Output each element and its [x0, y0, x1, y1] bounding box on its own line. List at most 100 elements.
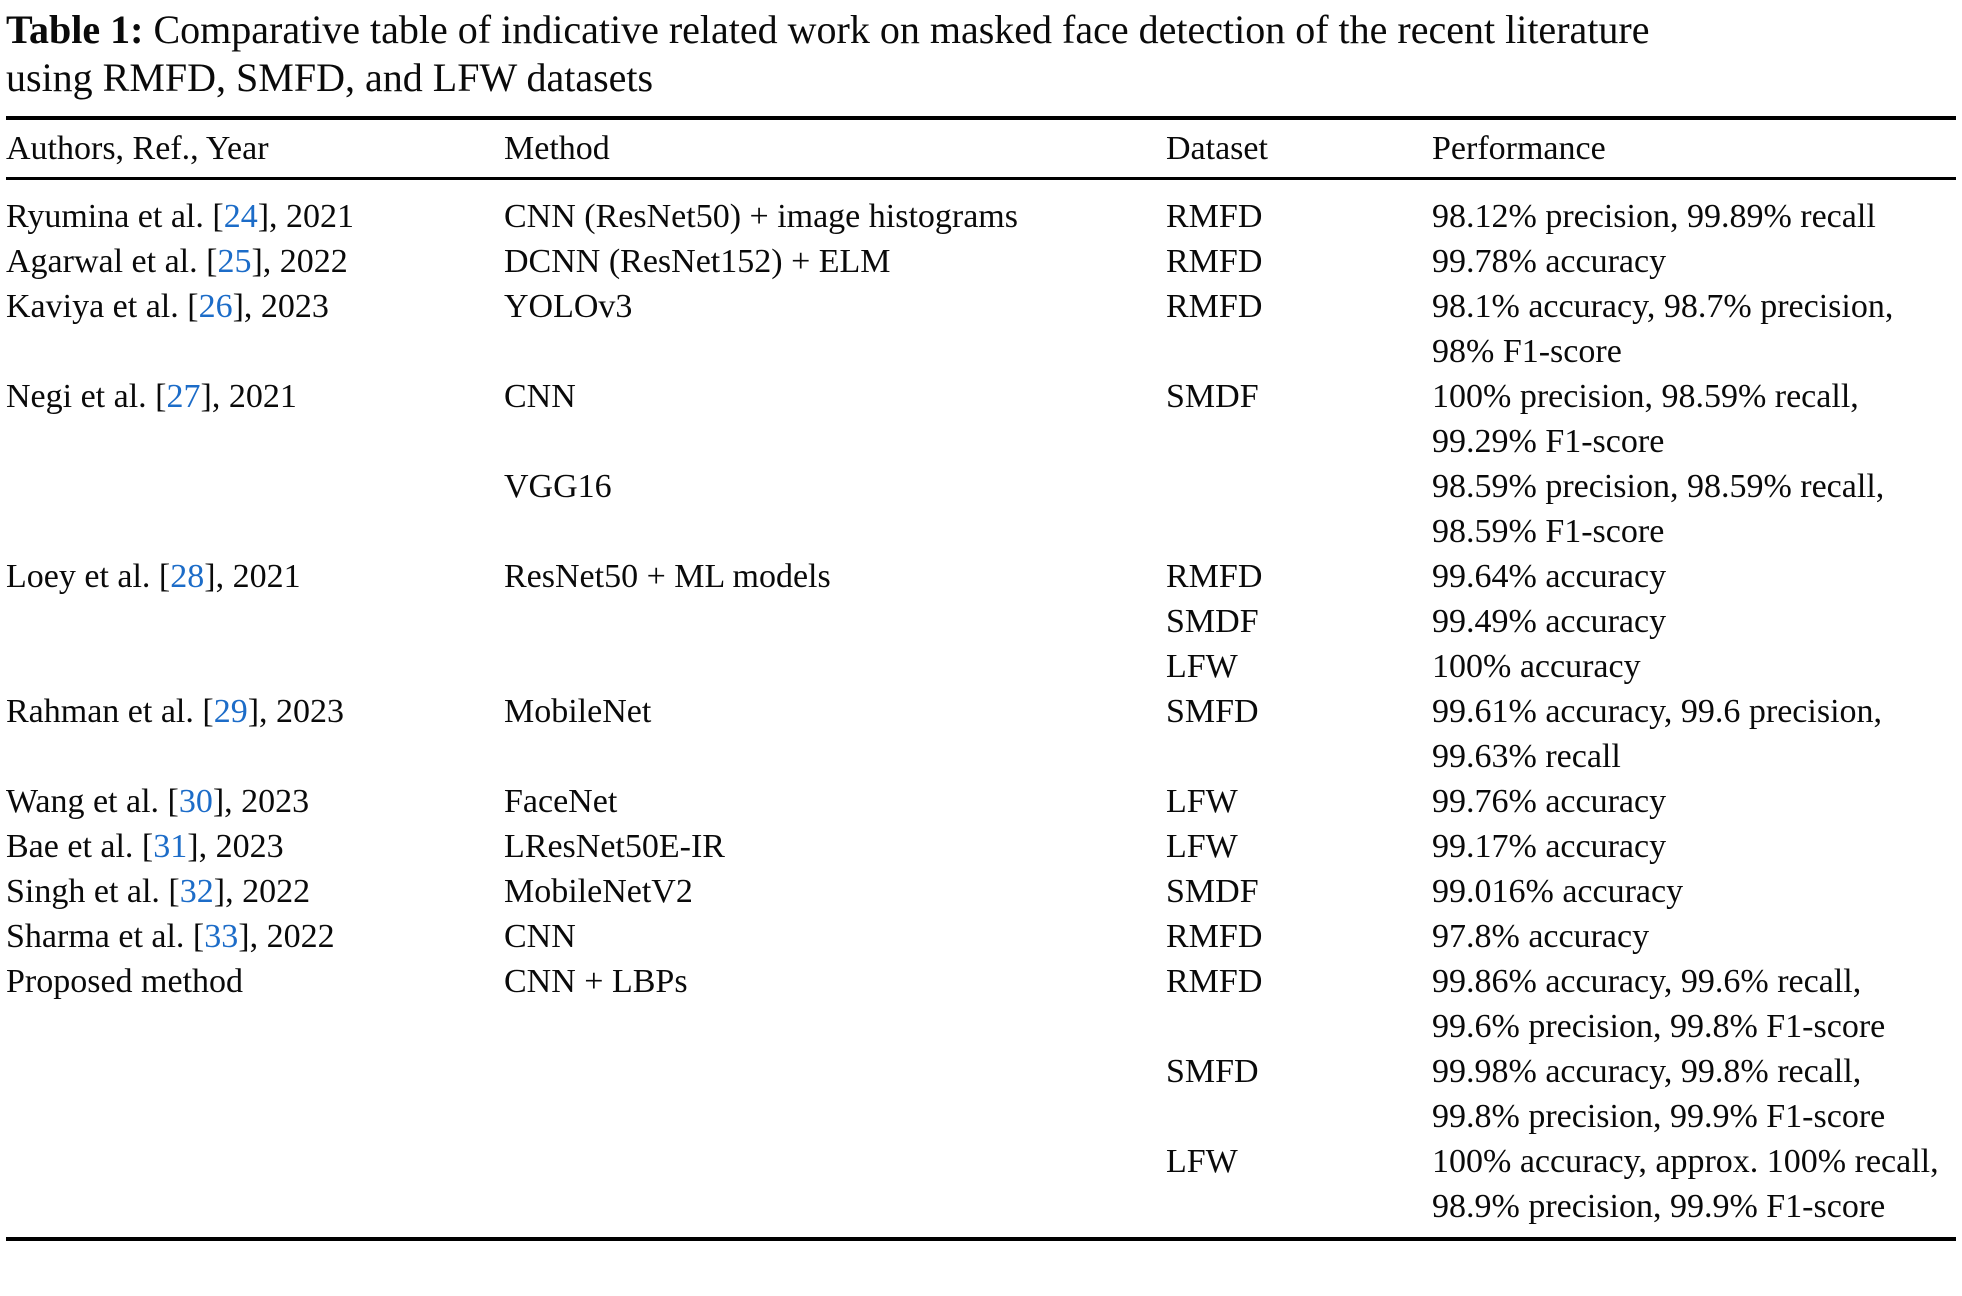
citation-ref-link[interactable]: 30 — [178, 783, 213, 820]
table-row: Sharma et al. [33], 2022 CNN RMFD 97.8% acc… — [6, 914, 1956, 959]
performance-cell: 99.64% accuracy — [1432, 558, 1667, 595]
author-cell: Ryumina et al. [24], 2021 — [6, 194, 504, 239]
citation-ref-link[interactable]: 26 — [198, 288, 233, 325]
performance-cell: 99.86% accuracy, 99.6% recall, 99.6% pre… — [1432, 963, 1886, 1045]
dataset-cell: RMFD — [1166, 243, 1263, 280]
table-bottom-rule — [6, 1237, 1956, 1241]
performance-cell: 99.76% accuracy — [1432, 783, 1667, 820]
author-text-suffix: ], 2021 — [257, 198, 355, 235]
method-cell: YOLOv3 — [504, 288, 633, 325]
row-entries: DCNN (ResNet152) + ELM RMFD 99.78% accurac… — [504, 239, 1956, 284]
performance-cell: 99.17% accuracy — [1432, 828, 1667, 865]
dataset-cell: SMFD — [1166, 693, 1259, 730]
table-row: Bae et al. [31], 2023 LResNet50E-IR LFW 99.… — [6, 824, 1956, 869]
method-cell: CNN + LBPs — [504, 963, 688, 1000]
table-caption-line1: Table 1: Comparative table of indicative… — [6, 6, 1956, 54]
dataset-cell: LFW — [1166, 1143, 1238, 1180]
method-cell: CNN (ResNet50) + image histograms — [504, 198, 1018, 235]
performance-cell: 100% accuracy, approx. 100% recall, 98.9… — [1432, 1143, 1939, 1225]
method-cell: MobileNetV2 — [504, 873, 693, 910]
method-cell: VGG16 — [504, 468, 612, 505]
column-header-performance: Performance — [1432, 130, 1606, 167]
dataset-cell: LFW — [1166, 828, 1238, 865]
author-text-suffix: ], 2022 — [251, 243, 348, 280]
performance-cell: 97.8% accuracy — [1432, 918, 1650, 955]
table-caption-label: Table 1: — [6, 7, 144, 52]
row-entry: FaceNet LFW 99.76% accuracy — [504, 779, 1956, 824]
performance-cell: 99.016% accuracy — [1432, 873, 1684, 910]
author-text-suffix: ], 2022 — [213, 873, 311, 910]
performance-cell: 98.12% precision, 99.89% recall — [1432, 198, 1876, 235]
row-entries: CNN (ResNet50) + image histograms RMFD 98.… — [504, 194, 1956, 239]
row-entry: LFW 100% accuracy — [504, 644, 1956, 689]
table-caption-line2: using RMFD, SMFD, and LFW datasets — [6, 55, 654, 100]
citation-ref-link[interactable]: 25 — [217, 243, 252, 280]
column-header-method: Method — [504, 130, 610, 167]
method-cell: CNN — [504, 918, 576, 955]
dataset-cell: RMFD — [1166, 963, 1263, 1000]
citation-ref-link[interactable]: 31 — [153, 828, 188, 865]
table-row: Ryumina et al. [24], 2021 CNN (ResNet50) … — [6, 194, 1956, 239]
row-entry: MobileNet SMFD 99.61% accuracy, 99.6 preci… — [504, 689, 1956, 779]
author-text-suffix: ], 2023 — [212, 783, 310, 820]
table-header-row: Authors, Ref., Year Method Dataset Perfo… — [6, 120, 1956, 177]
citation-ref-link[interactable]: 27 — [166, 378, 201, 415]
author-text-suffix: ], 2021 — [204, 558, 301, 595]
row-entry: SMDF 99.49% accuracy — [504, 599, 1956, 644]
citation-ref-link[interactable]: 33 — [204, 918, 239, 955]
performance-cell: 99.98% accuracy, 99.8% recall, 99.8% pre… — [1432, 1053, 1886, 1135]
dataset-cell: RMFD — [1166, 558, 1263, 595]
performance-cell: 100% precision, 98.59% recall, 99.29% F1… — [1432, 378, 1859, 460]
citation-ref-link[interactable]: 32 — [179, 873, 214, 910]
author-text-suffix: ], 2023 — [232, 288, 329, 325]
row-entry: CNN RMFD 97.8% accuracy — [504, 914, 1956, 959]
author-text: Agarwal et al. [ — [6, 243, 218, 280]
row-entries: CNN + LBPs RMFD 99.86% accuracy, 99.6% rec… — [504, 959, 1956, 1229]
row-entry: ResNet50 + ML models RMFD 99.64% accuracy — [504, 554, 1956, 599]
row-entries: MobileNet SMFD 99.61% accuracy, 99.6 preci… — [504, 689, 1956, 779]
table-row: Negi et al. [27], 2021 CNN SMDF 100% precis… — [6, 374, 1956, 554]
row-entry: YOLOv3 RMFD 98.1% accuracy, 98.7% precisio… — [504, 284, 1956, 374]
row-entry: DCNN (ResNet152) + ELM RMFD 99.78% accurac… — [504, 239, 1956, 284]
row-entry: VGG16 98.59% precision, 98.59% recall, 98… — [504, 464, 1956, 554]
column-header-authors: Authors, Ref., Year — [6, 130, 269, 167]
citation-ref-link[interactable]: 24 — [223, 198, 258, 235]
table-row: Wang et al. [30], 2023 FaceNet LFW 99.76% a… — [6, 779, 1956, 824]
row-entry: SMFD 99.98% accuracy, 99.8% recall, 99.8%… — [504, 1049, 1956, 1139]
author-cell: Wang et al. [30], 2023 — [6, 779, 504, 824]
author-text: Ryumina et al. [ — [6, 198, 224, 235]
row-entry: LFW 100% accuracy, approx. 100% recall, 9… — [504, 1139, 1956, 1229]
author-text-suffix: ], 2023 — [247, 693, 345, 730]
method-cell: ResNet50 + ML models — [504, 558, 831, 595]
row-entries: CNN RMFD 97.8% accuracy — [504, 914, 1956, 959]
author-text: Rahman et al. [ — [6, 693, 214, 730]
table-row: Loey et al. [28], 2021 ResNet50 + ML mode… — [6, 554, 1956, 689]
row-entries: MobileNetV2 SMDF 99.016% accuracy — [504, 869, 1956, 914]
dataset-cell: LFW — [1166, 648, 1238, 685]
author-cell: Negi et al. [27], 2021 — [6, 374, 504, 419]
dataset-cell: LFW — [1166, 783, 1238, 820]
citation-ref-link[interactable]: 29 — [213, 693, 248, 730]
table-row: Rahman et al. [29], 2023 MobileNet SMFD 99.… — [6, 689, 1956, 779]
author-text-suffix: ], 2022 — [238, 918, 335, 955]
author-cell: Rahman et al. [29], 2023 — [6, 689, 504, 734]
performance-cell: 98.1% accuracy, 98.7% precision, 98% F1-… — [1432, 288, 1894, 370]
table-mid-rule — [6, 177, 1956, 180]
method-cell: FaceNet — [504, 783, 618, 820]
table-row: Singh et al. [32], 2022 MobileNetV2 SMDF 99… — [6, 869, 1956, 914]
table-caption-text: Comparative table of indicative related … — [153, 7, 1650, 52]
author-cell: Bae et al. [31], 2023 — [6, 824, 504, 869]
performance-cell: 99.78% accuracy — [1432, 243, 1667, 280]
row-entries: FaceNet LFW 99.76% accuracy — [504, 779, 1956, 824]
row-entries: ResNet50 + ML models RMFD 99.64% accuracy S… — [504, 554, 1956, 689]
author-text-suffix: ], 2023 — [187, 828, 284, 865]
table-top-rule — [6, 116, 1956, 120]
row-entry: CNN + LBPs RMFD 99.86% accuracy, 99.6% rec… — [504, 959, 1956, 1049]
author-cell: Proposed method — [6, 959, 504, 1004]
table-row: Proposed method CNN + LBPs RMFD 99.86% accu… — [6, 959, 1956, 1229]
row-entry: CNN SMDF 100% precision, 98.59% recall, 99… — [504, 374, 1956, 464]
dataset-cell: SMDF — [1166, 873, 1259, 910]
author-cell: Sharma et al. [33], 2022 — [6, 914, 504, 959]
citation-ref-link[interactable]: 28 — [170, 558, 205, 595]
